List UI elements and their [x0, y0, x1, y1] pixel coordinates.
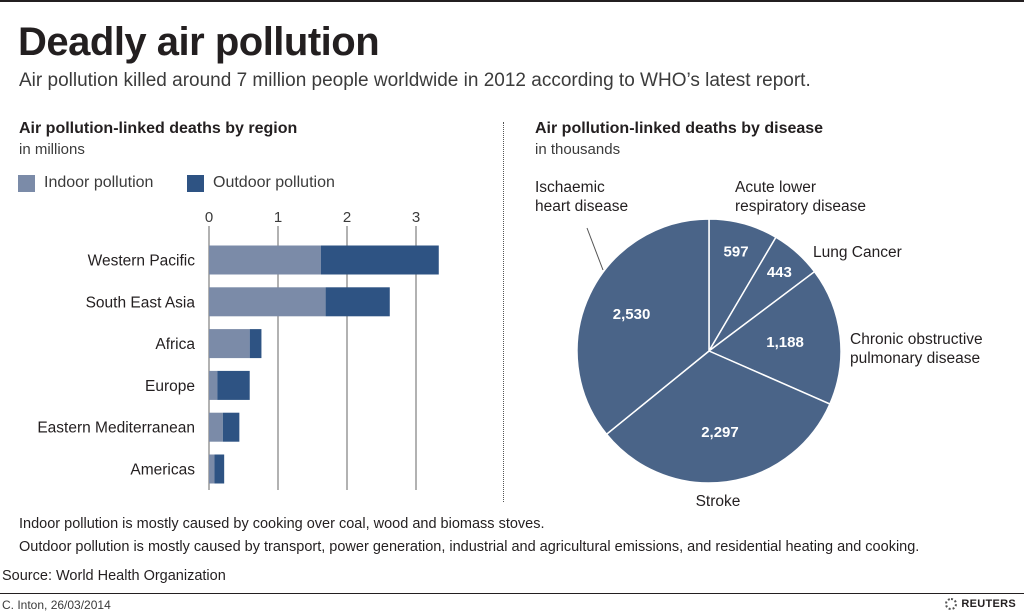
bar-indoor: [209, 454, 215, 484]
bar-indoor: [209, 329, 250, 359]
source-note: Source: World Health Organization: [2, 568, 226, 584]
bar-indoor: [209, 245, 321, 275]
credit-line: C. Inton, 26/03/2014: [2, 598, 111, 612]
pie-category-label: Acute lower respiratory disease: [735, 179, 866, 215]
bar-indoor: [209, 370, 218, 400]
brand-logo: REUTERS: [945, 598, 1016, 610]
pie-slice: [707, 270, 842, 406]
region-bar-chart: 0 1 2 3 Western Pacific South East Asia Africa…: [37, 209, 439, 490]
pie-slice: [576, 218, 710, 436]
pie-value-label: 2,297: [701, 424, 739, 441]
section-divider: [503, 122, 504, 502]
reuters-logo-icon: [945, 598, 958, 610]
bar-outdoor: [222, 412, 240, 442]
legend-outdoor-label: Outdoor pollution: [213, 174, 335, 191]
bar-outdoor: [325, 287, 390, 317]
pie-chart-title: Air pollution-linked deaths by disease: [535, 120, 824, 137]
x-tick-label: 1: [274, 209, 282, 226]
x-tick-label: 2: [343, 209, 351, 226]
bottom-rule: [0, 593, 1024, 594]
legend-outdoor-swatch: [187, 174, 204, 192]
pie-value-label: 2,530: [613, 306, 651, 323]
page-subtitle: Air pollution killed around 7 million pe…: [19, 70, 811, 91]
indoor-note: Indoor pollution is mostly caused by coo…: [19, 516, 545, 532]
bar-outdoor: [320, 245, 439, 275]
category-label: Europe: [145, 378, 195, 395]
legend-outdoor: Outdoor pollution: [187, 174, 335, 192]
x-tick-label: 3: [412, 209, 420, 226]
top-rule: [0, 0, 1024, 2]
pie-value-label: 443: [767, 264, 792, 281]
pie-category-label: Ischaemic heart disease: [535, 179, 628, 215]
category-label: Americas: [130, 462, 195, 479]
brand-name: REUTERS: [961, 598, 1016, 610]
outdoor-note: Outdoor pollution is mostly caused by tr…: [19, 539, 920, 555]
pie-slice: [605, 350, 831, 484]
bar-indoor: [209, 287, 326, 317]
legend-indoor: Indoor pollution: [18, 174, 153, 192]
bar-chart-title: Air pollution-linked deaths by region: [19, 120, 298, 137]
bar-outdoor: [249, 329, 262, 359]
legend-indoor-label: Indoor pollution: [44, 174, 154, 191]
bar-chart-unit: in millions: [19, 141, 85, 158]
pie-category-label: Chronic obstructive pulmonary disease: [850, 331, 983, 367]
category-label: Eastern Mediterranean: [37, 420, 195, 437]
pie-category-label: Lung Cancer: [813, 244, 902, 261]
bar-outdoor: [214, 454, 225, 484]
disease-pie-chart: 597 Acute lower respiratory disease 443 Lung…: [535, 179, 983, 510]
pie-value-label: 1,188: [766, 334, 804, 351]
x-tick-label: 0: [205, 209, 213, 226]
pie-chart-unit: in thousands: [535, 141, 621, 158]
leader-line: [586, 227, 604, 271]
page-title: Deadly air pollution: [18, 20, 380, 64]
category-label: Africa: [155, 336, 195, 353]
pie-category-label: Stroke: [696, 493, 741, 510]
pie-value-label: 597: [724, 244, 749, 261]
category-label: Western Pacific: [88, 253, 196, 270]
bar-outdoor: [217, 370, 250, 400]
category-label: South East Asia: [86, 294, 196, 311]
bar-indoor: [209, 412, 223, 442]
legend-indoor-swatch: [18, 174, 35, 192]
